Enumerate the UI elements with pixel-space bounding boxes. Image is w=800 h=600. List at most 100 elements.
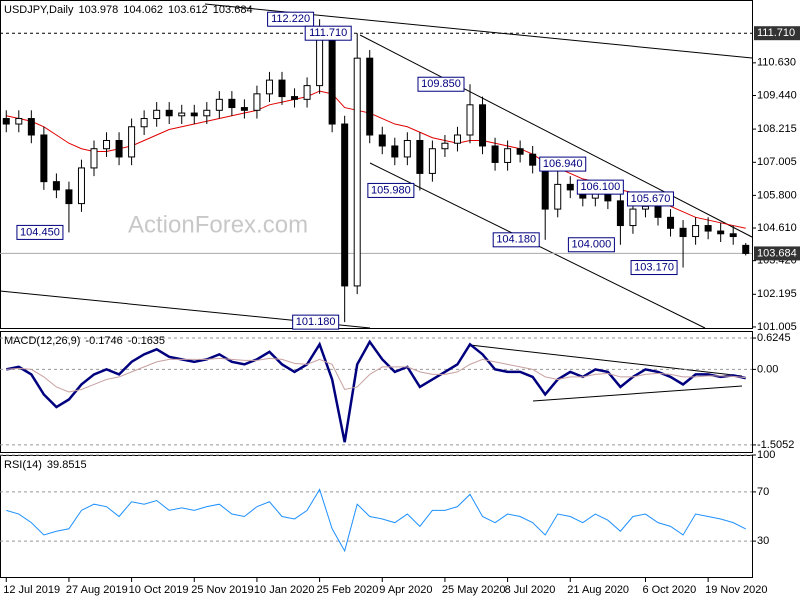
candle-body <box>278 79 286 98</box>
panel-frame <box>0 455 753 578</box>
candle-body <box>403 139 411 158</box>
annotation-label: 105.980 <box>371 184 411 196</box>
x-tick-label: 21 Aug 2020 <box>567 584 629 596</box>
candle-body <box>616 200 624 227</box>
candle-body <box>641 205 649 210</box>
candle-body <box>717 230 725 235</box>
annotation-box <box>492 232 540 248</box>
candle-body <box>203 109 211 117</box>
candle-body <box>228 98 236 109</box>
annotation-label: 112.220 <box>271 13 310 25</box>
annotation-box <box>576 179 624 195</box>
annotation-label: 104.000 <box>572 239 612 251</box>
candle-body <box>291 96 299 100</box>
y-tick-label: 100 <box>757 449 775 461</box>
x-tick-label: 6 Oct 2020 <box>642 584 696 596</box>
annotation-box <box>367 182 415 198</box>
candle-body <box>253 93 261 111</box>
annotation-box <box>417 76 465 92</box>
y-tick-label: 110.630 <box>757 57 796 69</box>
candle-body <box>165 109 173 117</box>
candle-body <box>328 38 336 125</box>
candle-body <box>554 183 562 210</box>
candle-body <box>27 118 35 136</box>
candle-body <box>65 189 73 205</box>
candle-body <box>178 112 186 117</box>
y-tick-label: 0.00 <box>757 363 778 375</box>
candle-body <box>215 98 223 111</box>
candle-body <box>441 142 449 150</box>
candle-body <box>491 145 499 163</box>
annotation-box <box>630 260 678 276</box>
annotation-label: 106.940 <box>543 158 583 170</box>
annotation-box <box>16 224 64 240</box>
candle-body <box>541 164 549 210</box>
y-tick-label: 108.215 <box>757 123 797 135</box>
annotation-box <box>267 11 315 27</box>
candle-body <box>265 79 273 95</box>
candle-body <box>566 183 574 191</box>
candle-body <box>190 112 198 117</box>
annotation-label: 103.170 <box>634 261 674 273</box>
candle-body <box>366 57 374 136</box>
candle-body <box>654 205 662 218</box>
candle-body <box>629 208 637 227</box>
candle-body <box>140 118 148 128</box>
candle-body <box>303 85 311 100</box>
level-label-box <box>754 26 800 41</box>
title-text: USDJPY,Daily <box>4 4 74 16</box>
annotation-label: 104.180 <box>496 234 536 246</box>
annotation-label: 109.850 <box>421 78 461 90</box>
candle-body <box>504 148 512 163</box>
candle-body <box>729 233 737 238</box>
y-tick-label: 109.440 <box>757 89 797 101</box>
indicator-line <box>6 339 746 443</box>
candle-body <box>391 145 399 158</box>
annotation-label: 106.100 <box>580 181 620 193</box>
x-tick-label: 25 May 2020 <box>442 584 506 596</box>
candle-body <box>416 139 424 174</box>
candle-body <box>115 139 123 158</box>
watermark: ActionForex.com <box>128 211 308 238</box>
candle-body <box>529 153 537 166</box>
candle-body <box>240 107 248 111</box>
candle-body <box>153 109 161 120</box>
annotation-box <box>292 314 340 330</box>
panel-title: USDJPY,Daily 103.978 104.062 103.612 103.684 <box>4 4 253 16</box>
trend-line <box>532 385 743 402</box>
title-value: 39.8515 <box>47 459 87 471</box>
x-tick-label: 25 Nov 2019 <box>191 584 253 596</box>
annotation-label: 104.450 <box>20 226 60 238</box>
y-tick-label: 104.610 <box>757 222 797 234</box>
y-tick-label: 102.195 <box>757 288 797 300</box>
candle-body <box>704 225 712 232</box>
indicator-line <box>6 357 746 393</box>
x-tick-label: 27 Aug 2019 <box>66 584 128 596</box>
candle-body <box>378 134 386 147</box>
candle-body <box>516 148 524 155</box>
title-text: RSI(14) <box>4 459 42 471</box>
candle-body <box>128 126 136 158</box>
title-value: -0.1746 <box>85 335 122 347</box>
candle-body <box>742 244 750 254</box>
candle-body <box>679 227 687 238</box>
y-tick-label: 101.005 <box>757 321 797 333</box>
panel-frame <box>0 331 753 453</box>
candle-body <box>103 139 111 150</box>
candle-body <box>353 57 361 287</box>
candle-body <box>52 181 60 191</box>
title-value: 103.978 <box>79 4 119 16</box>
x-tick-label: 10 Jan 2020 <box>254 584 315 596</box>
trend-line <box>359 34 753 238</box>
annotation-box <box>304 25 352 41</box>
candle-body <box>2 118 10 125</box>
candle-body <box>40 134 48 183</box>
title-value: 103.612 <box>168 4 208 16</box>
candle-body <box>77 167 85 205</box>
candle-body <box>453 134 461 144</box>
x-tick-label: 25 Feb 2020 <box>317 584 379 596</box>
candle-body <box>667 216 675 229</box>
candle-body <box>428 148 436 174</box>
y-tick-label: 107.005 <box>757 156 797 168</box>
